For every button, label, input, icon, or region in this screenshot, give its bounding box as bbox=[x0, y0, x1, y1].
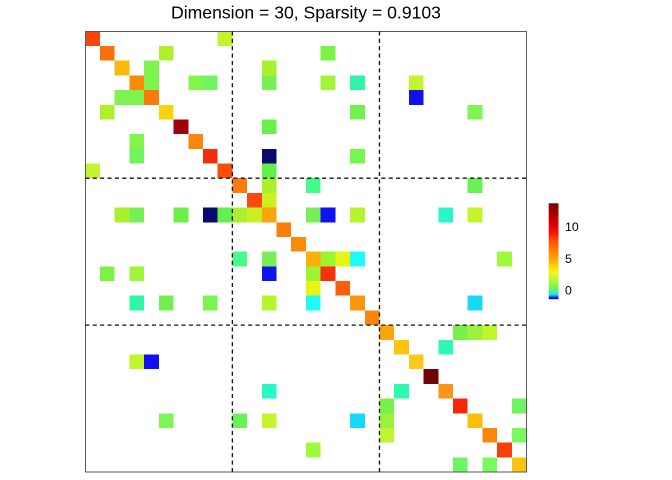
svg-text:0: 0 bbox=[565, 283, 572, 297]
svg-text:5: 5 bbox=[565, 252, 572, 266]
svg-text:Dimension = 30, Sparsity = 0.9: Dimension = 30, Sparsity = 0.9103 bbox=[171, 2, 441, 22]
svg-text:10: 10 bbox=[565, 220, 579, 234]
